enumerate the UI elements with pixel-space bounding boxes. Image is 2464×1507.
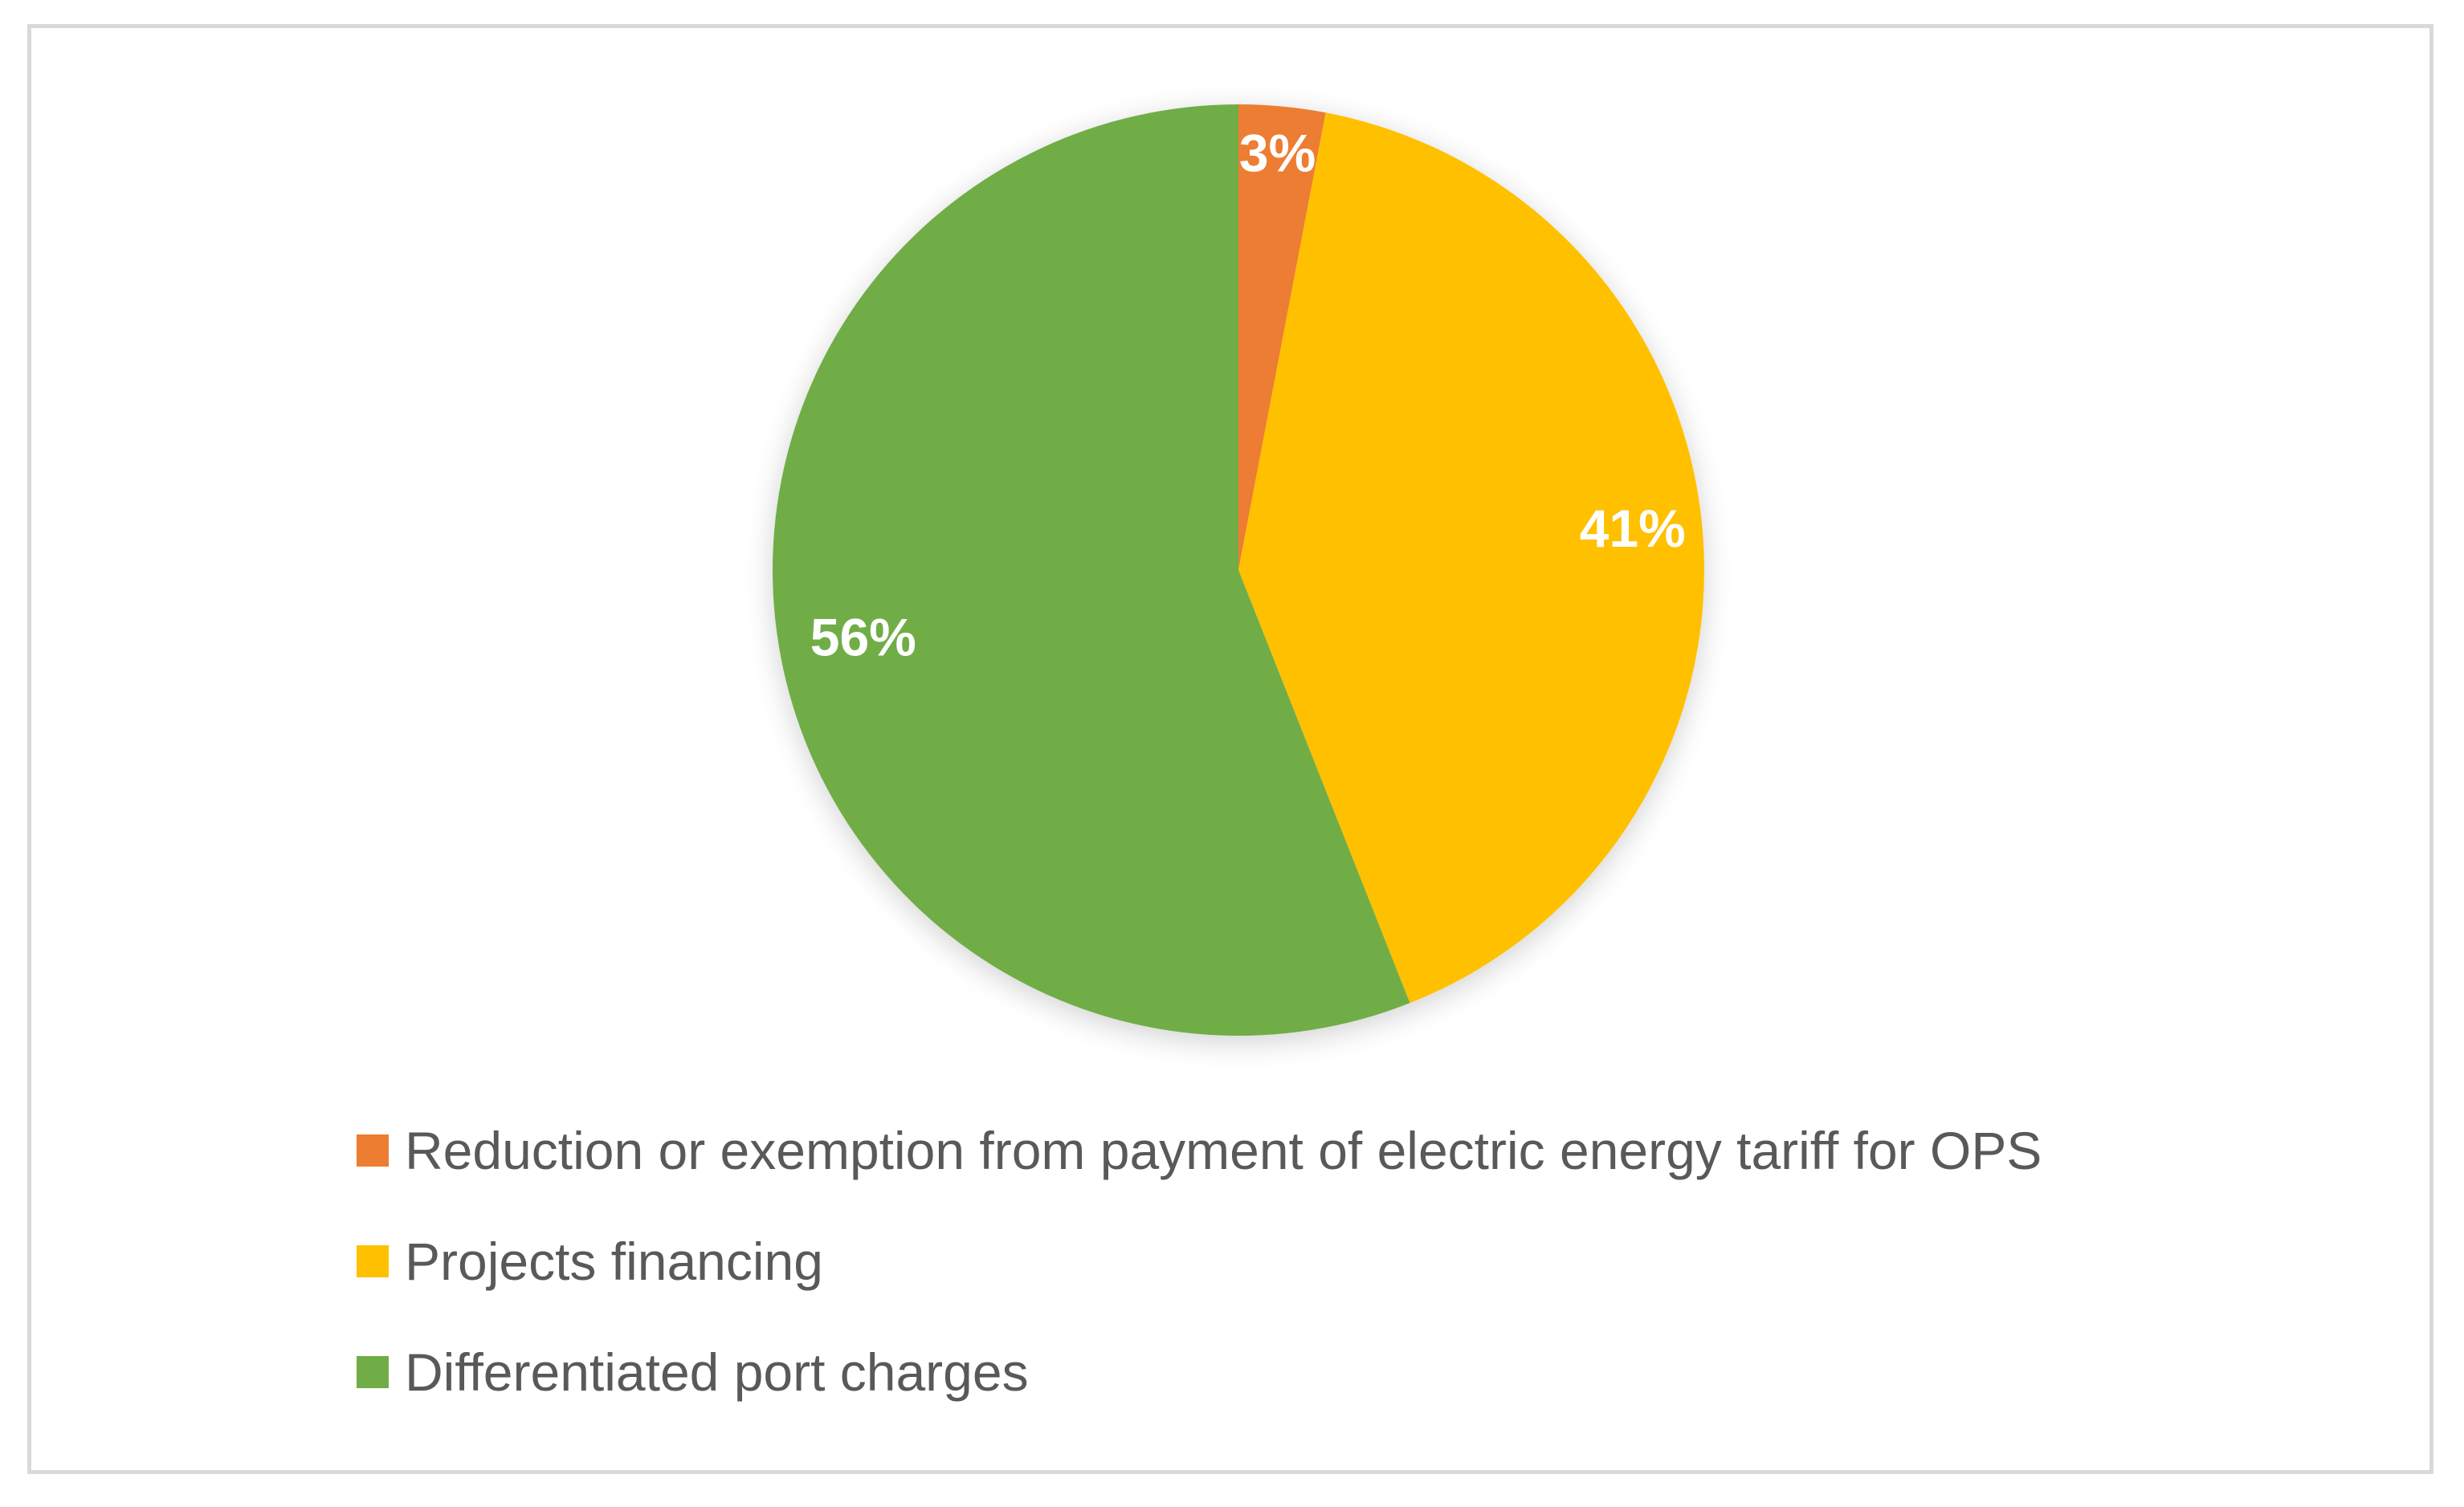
legend-label: Differentiated port charges xyxy=(405,1342,1029,1402)
legend-label: Reduction or exemption from payment of e… xyxy=(405,1121,2042,1180)
legend-item-differentiated-port-charges: Differentiated port charges xyxy=(357,1334,2042,1411)
pie-data-labels: 3% 41% 56% xyxy=(810,124,1686,667)
legend: Reduction or exemption from payment of e… xyxy=(357,1112,2042,1411)
legend-label: Projects financing xyxy=(405,1232,823,1291)
pie-slice-projects-financing xyxy=(1238,112,1704,1004)
data-label-projects-financing: 41% xyxy=(1580,499,1686,558)
legend-swatch xyxy=(357,1134,389,1167)
chart-frame: 3% 41% 56% Reduction or exemption from pay… xyxy=(27,24,2433,1474)
legend-item-reduction-exemption: Reduction or exemption from payment of e… xyxy=(357,1112,2042,1189)
pie-slices xyxy=(773,104,1704,1036)
data-label-reduction-exemption: 3% xyxy=(1239,124,1316,183)
data-label-differentiated-port-charges: 56% xyxy=(810,608,916,667)
legend-swatch xyxy=(357,1356,389,1388)
pie-slice-reduction-exemption xyxy=(1238,104,1326,570)
legend-item-projects-financing: Projects financing xyxy=(357,1223,2042,1300)
pie-slice-differentiated-port-charges xyxy=(773,104,1410,1036)
legend-swatch xyxy=(357,1245,389,1277)
pie-chart: 3% 41% 56% xyxy=(773,104,1704,1036)
